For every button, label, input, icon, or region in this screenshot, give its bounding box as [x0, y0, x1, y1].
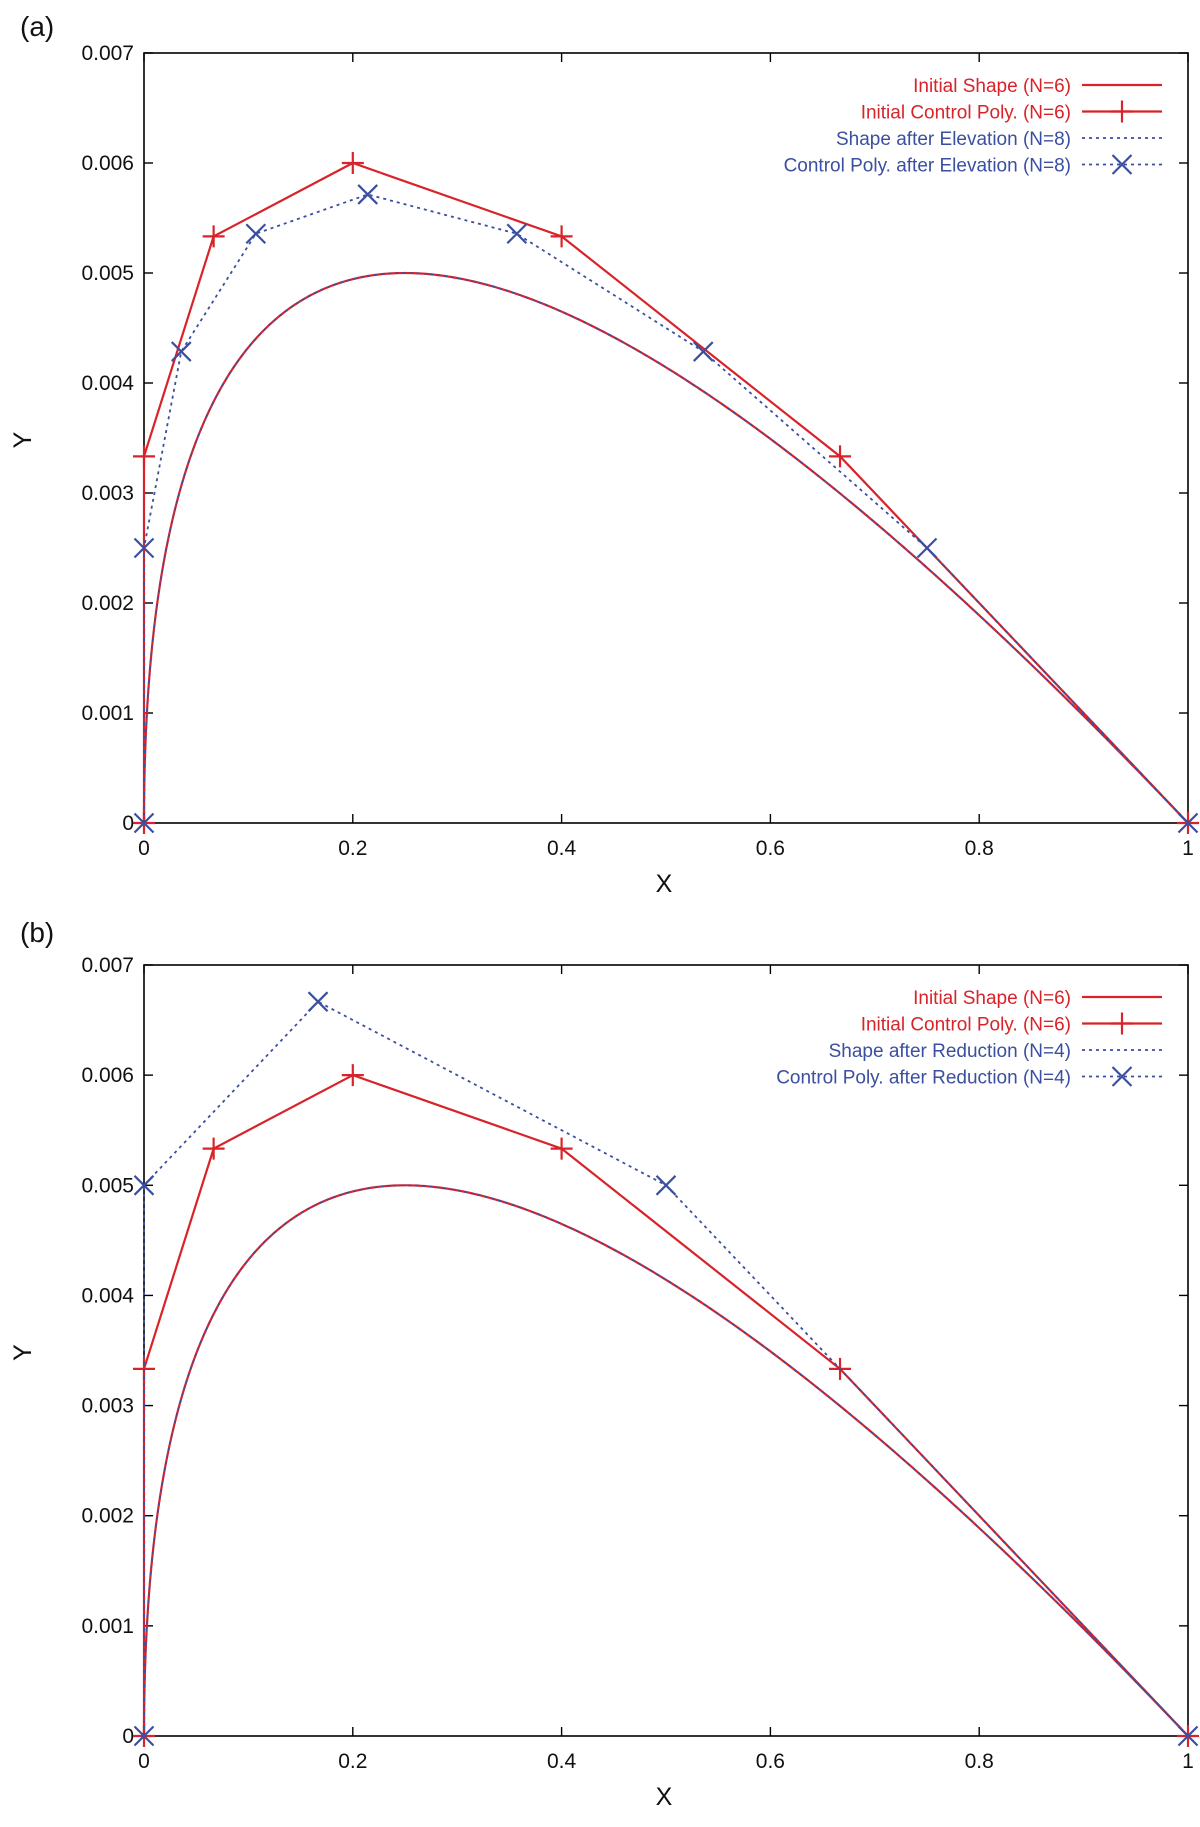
y-tick-label: 0.005: [81, 262, 134, 285]
y-tick-label: 0.003: [81, 482, 134, 505]
data-point-plus: [133, 445, 155, 468]
y-tick-label: 0.007: [81, 954, 134, 977]
legend-entry-label: Shape after Reduction (N=4): [829, 1041, 1071, 1062]
y-tick-label: 0.004: [81, 1284, 134, 1307]
x-axis-label: X: [656, 870, 673, 898]
data-point-plus: [341, 152, 364, 174]
data-point-cross: [692, 341, 714, 362]
x-tick-label: 0.4: [547, 837, 577, 860]
series-line-modified-control-poly: [143, 193, 1189, 824]
y-tick-label: 0.001: [81, 702, 134, 725]
y-tick-label: 0.005: [81, 1174, 134, 1197]
data-point-plus: [550, 225, 573, 248]
series-line-modified-shape: [143, 1184, 1189, 1737]
legend-entry-label: Shape after Elevation (N=8): [836, 129, 1071, 150]
y-tick-label: 0: [122, 1725, 134, 1748]
x-tick-label: 0.4: [547, 1750, 577, 1773]
series-line-modified-shape: [143, 272, 1189, 824]
plot-area: [133, 991, 1199, 1747]
data-point-plus: [829, 445, 852, 468]
y-tick-label: 0.001: [81, 1615, 134, 1638]
legend-entry-label: Initial Shape (N=6): [913, 76, 1071, 97]
legend-entry-label: Initial Control Poly. (N=6): [861, 103, 1071, 124]
data-point-cross: [506, 223, 528, 245]
data-point-cross: [357, 184, 379, 205]
legend-entry-label: Control Poly. after Elevation (N=8): [784, 156, 1071, 177]
x-tick-label: 0: [138, 837, 150, 860]
chart-panel-a: (a) 0 0.001 0.002 0.003 0.004 0.005 0.006 0.007 0…: [9, 11, 1199, 898]
legend-marker: [1111, 100, 1133, 123]
y-tick-label: 0.002: [81, 592, 134, 615]
x-tick-label: 0.6: [756, 837, 785, 860]
chart-panel-b: (b) 0 0.001 0.002 0.003 0.004 0.005 0.006 0.007 0…: [9, 917, 1199, 1811]
data-point-cross: [133, 1725, 155, 1747]
y-tick-label: 0.007: [81, 42, 134, 65]
data-point-cross: [170, 341, 192, 362]
x-tick-label: 0.8: [965, 837, 994, 860]
y-tick-label: 0.002: [81, 1505, 134, 1528]
legend-marker: [1111, 1066, 1133, 1087]
series-line-modified-control-poly: [143, 1000, 1189, 1737]
plot-area: [133, 152, 1199, 834]
series-line-initial-control-poly: [142, 161, 1189, 824]
y-tick-label: 0.006: [81, 152, 134, 175]
data-point-cross: [133, 537, 155, 559]
data-point-cross: [1177, 812, 1199, 834]
data-point-cross: [655, 1175, 677, 1196]
series-line-initial-control-poly: [142, 1073, 1189, 1737]
data-point-cross: [307, 991, 329, 1012]
x-tick-label: 0.6: [756, 1750, 785, 1773]
legend: Initial Shape (N=6) Initial Control Poly.…: [776, 988, 1162, 1089]
series-line-initial-shape: [142, 1184, 1189, 1737]
x-tick-label: 0.8: [965, 1750, 994, 1773]
data-point-cross: [916, 537, 938, 559]
x-tick-label: 0.2: [338, 1750, 367, 1773]
y-tick-label: 0.006: [81, 1064, 134, 1087]
data-point-cross: [133, 812, 155, 834]
plot-frame: [143, 52, 1189, 824]
y-axis-label: Y: [9, 431, 37, 448]
y-tick-label: 0.004: [81, 372, 134, 395]
x-axis-label: X: [656, 1783, 673, 1811]
x-tick-label: 0.2: [338, 837, 367, 860]
data-point-cross: [1177, 1725, 1199, 1747]
panel-label: (b): [20, 917, 54, 948]
legend-entry-label: Initial Control Poly. (N=6): [861, 1015, 1071, 1036]
y-axis-label: Y: [9, 1344, 37, 1361]
data-point-plus: [202, 1137, 225, 1160]
legend-marker: [1111, 1012, 1133, 1035]
series-line-initial-shape: [142, 271, 1189, 824]
legend: Initial Shape (N=6) Initial Control Poly.…: [784, 76, 1162, 177]
data-point-cross: [245, 223, 267, 245]
y-tick-label: 0.003: [81, 1395, 134, 1418]
data-point-cross: [133, 1175, 155, 1196]
y-tick-label: 0: [122, 812, 134, 835]
data-point-plus: [550, 1137, 573, 1160]
legend-marker: [1111, 154, 1133, 175]
x-tick-label: 1: [1182, 1750, 1194, 1773]
panel-label: (a): [20, 11, 54, 42]
x-tick-label: 1: [1182, 837, 1194, 860]
legend-entry-label: Initial Shape (N=6): [913, 988, 1071, 1009]
legend-entry-label: Control Poly. after Reduction (N=4): [776, 1068, 1071, 1089]
data-point-plus: [202, 225, 225, 248]
data-point-plus: [341, 1064, 364, 1087]
x-tick-label: 0: [138, 1750, 150, 1773]
